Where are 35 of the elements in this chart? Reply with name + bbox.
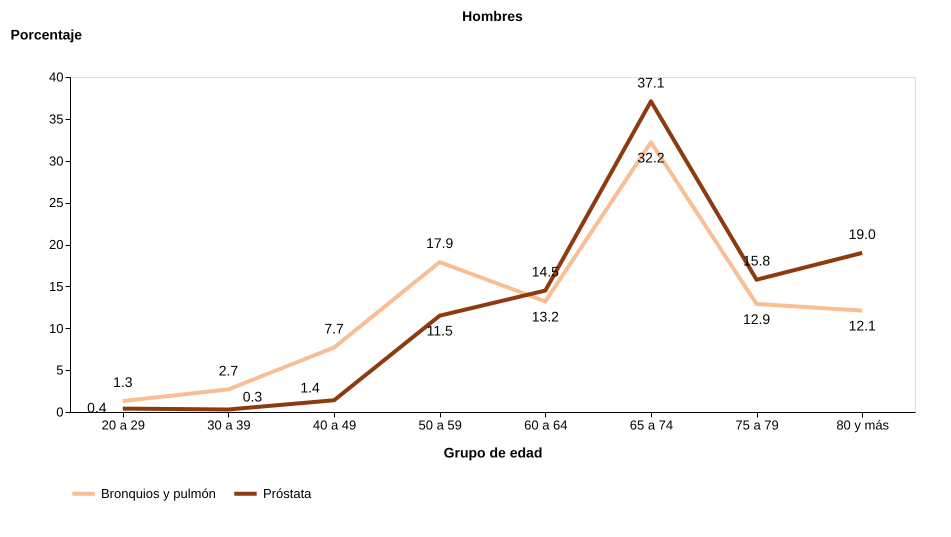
y-tick-label: 5 — [56, 362, 64, 378]
legend-label: Próstata — [263, 486, 312, 501]
x-tick-label: 30 a 39 — [207, 418, 251, 432]
y-tick-label: 10 — [49, 320, 64, 336]
data-label: 1.3 — [113, 374, 133, 390]
legend-label: Bronquios y pulmón — [101, 486, 216, 501]
x-tick-label: 65 a 74 — [630, 418, 674, 432]
x-tick-label: 60 a 64 — [524, 418, 568, 432]
data-label: 11.5 — [426, 322, 453, 339]
data-label: 12.9 — [742, 310, 770, 327]
chart-title: Hombres — [462, 8, 524, 24]
y-tick-label: 30 — [49, 153, 64, 168]
x-tick-label: 50 a 59 — [418, 418, 462, 432]
y-tick-label: 40 — [49, 70, 64, 84]
y-tick-label: 20 — [49, 237, 64, 252]
y-tick-label: 35 — [49, 111, 64, 126]
data-label: 1.4 — [300, 379, 320, 396]
y-tick-label: 25 — [49, 195, 64, 210]
y-tick-label: 0 — [56, 404, 64, 420]
y-axis-title: Porcentaje — [10, 26, 82, 42]
data-label: 0.3 — [242, 388, 262, 404]
data-label: 13.2 — [532, 308, 560, 324]
data-label: 37.1 — [637, 74, 665, 90]
y-tick-label: 15 — [49, 278, 64, 294]
x-tick-label: 20 a 29 — [102, 418, 145, 432]
x-tick-label: 40 a 49 — [312, 418, 356, 432]
x-tick-label: 80 y más — [836, 418, 890, 432]
data-label: 19.0 — [848, 226, 876, 242]
data-label: 2.7 — [218, 362, 238, 378]
data-label: 17.9 — [426, 235, 454, 252]
data-label: 12.1 — [848, 318, 876, 334]
x-axis-title: Grupo de edad — [444, 444, 542, 460]
data-label: 7.7 — [324, 320, 344, 337]
data-label: 32.2 — [637, 149, 665, 166]
x-tick-label: 75 a 79 — [735, 418, 779, 432]
